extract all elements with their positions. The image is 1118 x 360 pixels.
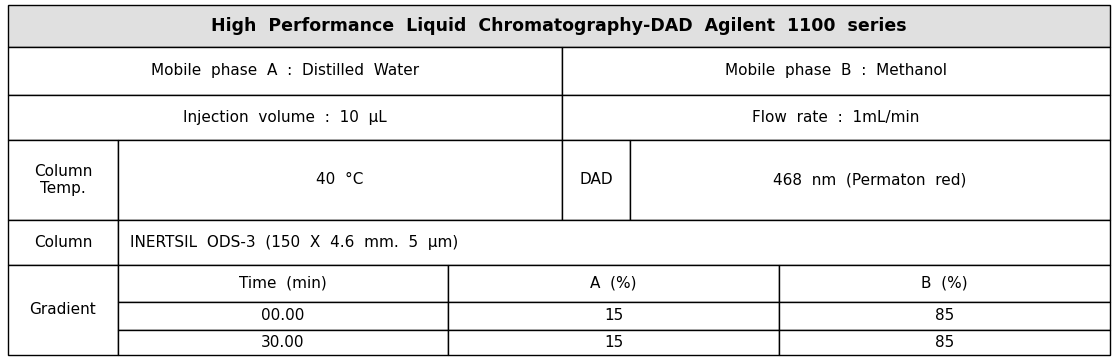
Text: 15: 15 xyxy=(604,309,623,324)
Text: 85: 85 xyxy=(935,335,954,350)
Text: 30.00: 30.00 xyxy=(262,335,305,350)
Text: 468  nm  (Permaton  red): 468 nm (Permaton red) xyxy=(774,172,967,188)
Bar xyxy=(562,47,1110,95)
Text: B  (%): B (%) xyxy=(921,276,968,291)
Text: 40  °C: 40 °C xyxy=(316,172,363,188)
Text: Column
Temp.: Column Temp. xyxy=(34,164,92,196)
Bar xyxy=(8,47,562,95)
Bar xyxy=(8,5,1110,47)
Bar xyxy=(779,302,1110,330)
Text: Time  (min): Time (min) xyxy=(239,276,326,291)
Text: INERTSIL  ODS-3  (150  X  4.6  mm.  5  μm): INERTSIL ODS-3 (150 X 4.6 mm. 5 μm) xyxy=(130,235,458,250)
Text: 00.00: 00.00 xyxy=(262,309,305,324)
Bar xyxy=(119,220,1110,265)
Bar xyxy=(562,140,631,220)
Text: High  Performance  Liquid  Chromatography-DAD  Agilent  1100  series: High Performance Liquid Chromatography-D… xyxy=(211,17,907,35)
Bar xyxy=(448,265,779,302)
Bar xyxy=(119,302,448,330)
Bar xyxy=(119,265,448,302)
Text: 15: 15 xyxy=(604,335,623,350)
Text: 85: 85 xyxy=(935,309,954,324)
Text: DAD: DAD xyxy=(579,172,613,188)
Bar xyxy=(119,330,448,355)
Bar xyxy=(8,265,119,355)
Bar xyxy=(448,302,779,330)
Text: Flow  rate  :  1mL/min: Flow rate : 1mL/min xyxy=(752,110,920,125)
Bar xyxy=(631,140,1110,220)
Bar xyxy=(779,265,1110,302)
Text: Mobile  phase  A  :  Distilled  Water: Mobile phase A : Distilled Water xyxy=(151,63,419,78)
Bar xyxy=(562,95,1110,140)
Bar xyxy=(8,95,562,140)
Bar xyxy=(119,140,562,220)
Bar xyxy=(779,330,1110,355)
Bar xyxy=(8,140,119,220)
Text: Gradient: Gradient xyxy=(29,302,96,318)
Text: Injection  volume  :  10  μL: Injection volume : 10 μL xyxy=(183,110,387,125)
Bar xyxy=(448,330,779,355)
Text: Mobile  phase  B  :  Methanol: Mobile phase B : Methanol xyxy=(724,63,947,78)
Bar xyxy=(8,220,119,265)
Text: A  (%): A (%) xyxy=(590,276,637,291)
Text: Column: Column xyxy=(34,235,92,250)
